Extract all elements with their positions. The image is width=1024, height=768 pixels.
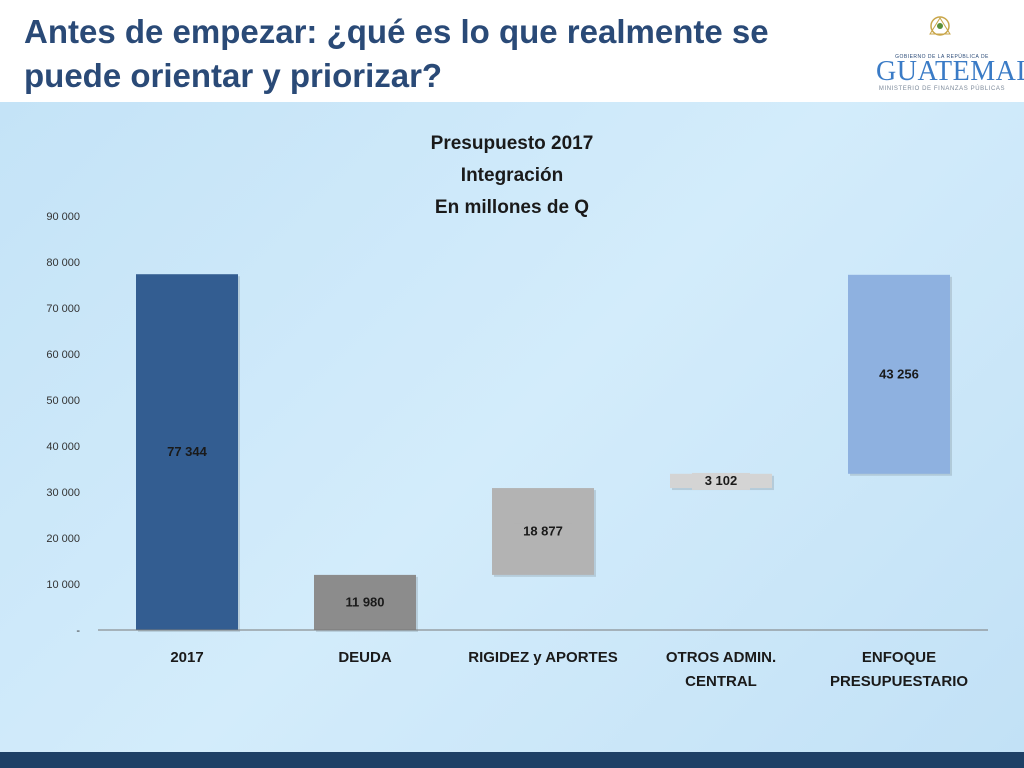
chart-title-line: En millones de Q	[435, 197, 589, 218]
y-tick-label: 40 000	[46, 441, 80, 453]
chart-area: Presupuesto 2017 Integración En millones d…	[0, 102, 1024, 752]
logo-top-text: Gobierno de la República de	[895, 54, 989, 60]
slide-title: Antes de empezar: ¿qué es lo que realmen…	[24, 13, 769, 94]
y-tick-label: 90 000	[46, 211, 80, 223]
data-label: 43 256	[879, 366, 919, 381]
y-tick-label: 60 000	[46, 349, 80, 361]
data-label: 77 344	[167, 444, 208, 459]
data-label: 11 980	[345, 594, 384, 609]
category-label: CENTRAL	[685, 673, 757, 690]
chart-title-line: Integración	[461, 165, 563, 186]
data-label: 18 877	[523, 523, 563, 538]
category-label: DEUDA	[338, 649, 392, 666]
waterfall-chart: Presupuesto 2017 Integración En millones d…	[46, 133, 988, 690]
y-tick-label: 70 000	[46, 303, 80, 315]
bar	[848, 274, 950, 474]
category-label: PRESUPUESTARIO	[830, 673, 968, 690]
data-label-background	[514, 523, 572, 541]
coat-of-arms-icon	[929, 16, 951, 36]
data-label-background	[336, 594, 394, 612]
logo-subtitle: Ministerio de Finanzas Públicas	[878, 86, 1006, 92]
y-tick-label: 80 000	[46, 257, 80, 269]
y-tick-label: -	[76, 625, 80, 637]
category-label: 2017	[170, 649, 203, 666]
category-label: RIGIDEZ y APORTES	[468, 649, 617, 666]
category-label: ENFOQUE	[862, 649, 936, 666]
y-tick-label: 10 000	[46, 579, 80, 591]
guatemala-logo: Gobierno de la República de Guatemala Mi…	[872, 10, 1024, 100]
logo-wordmark: Guatemala	[876, 56, 1024, 87]
category-label: OTROS ADMIN.	[666, 649, 776, 666]
data-label-background	[692, 472, 750, 490]
y-tick-label: 20 000	[46, 533, 80, 545]
chart-title-line: Presupuesto 2017	[431, 133, 594, 154]
footer-band	[0, 752, 1024, 768]
y-tick-label: 50 000	[46, 395, 80, 407]
data-label: 3 102	[705, 473, 738, 488]
y-tick-label: 30 000	[46, 487, 80, 499]
bar	[136, 274, 238, 630]
